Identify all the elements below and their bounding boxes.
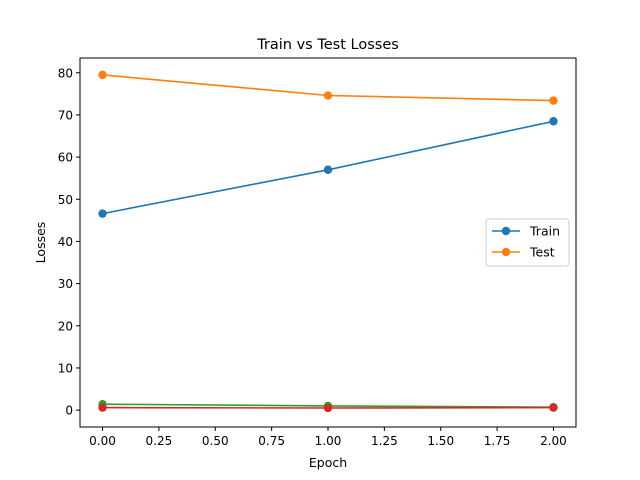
legend-item: Train	[492, 224, 560, 239]
x-axis-label: Epoch	[309, 455, 347, 470]
data-point	[98, 209, 107, 218]
plot-series	[98, 70, 558, 413]
chart-title: Train vs Test Losses	[256, 37, 399, 53]
y-axis-label: Losses	[33, 222, 48, 264]
data-point	[98, 403, 107, 412]
y-tick-label: 20	[58, 319, 73, 333]
x-tick-label: 0.25	[146, 434, 173, 448]
plot-frame	[79, 57, 577, 428]
series-0	[98, 117, 558, 218]
data-point	[323, 91, 333, 100]
y-tick-label: 30	[58, 277, 73, 291]
x-tick-label: 2.00	[540, 434, 567, 448]
axis-ticks: 0.00 0.25 0.50 0.75 1.00 1.25 1.50 1.75 2.00 0 10 2…	[58, 66, 567, 448]
x-tick-label: 0.50	[202, 434, 229, 448]
x-tick-label: 1.00	[315, 434, 342, 448]
legend-marker	[501, 247, 511, 257]
y-tick-label: 80	[58, 66, 73, 80]
legend-label: Train	[529, 224, 560, 239]
data-point	[98, 70, 107, 80]
y-tick-label: 60	[58, 151, 73, 165]
x-tick-label: 0.00	[89, 434, 116, 448]
legend-marker	[501, 226, 511, 236]
data-point	[549, 117, 558, 126]
x-tick-label: 0.75	[258, 434, 285, 448]
series-3	[98, 403, 558, 413]
legend: Train Test	[485, 218, 570, 267]
y-tick-label: 40	[58, 235, 73, 249]
legend-item: Test	[492, 245, 555, 260]
legend-label: Test	[529, 245, 555, 260]
data-point	[323, 165, 333, 174]
y-tick-label: 50	[58, 193, 73, 207]
y-tick-label: 10	[58, 361, 73, 375]
y-tick-label: 0	[65, 404, 73, 418]
data-point	[549, 403, 558, 412]
x-tick-label: 1.75	[484, 434, 511, 448]
series-1	[98, 70, 558, 105]
x-tick-label: 1.50	[427, 434, 454, 448]
data-point	[323, 403, 333, 413]
y-tick-label: 70	[58, 108, 73, 122]
data-point	[549, 96, 558, 105]
x-tick-label: 1.25	[371, 434, 398, 448]
